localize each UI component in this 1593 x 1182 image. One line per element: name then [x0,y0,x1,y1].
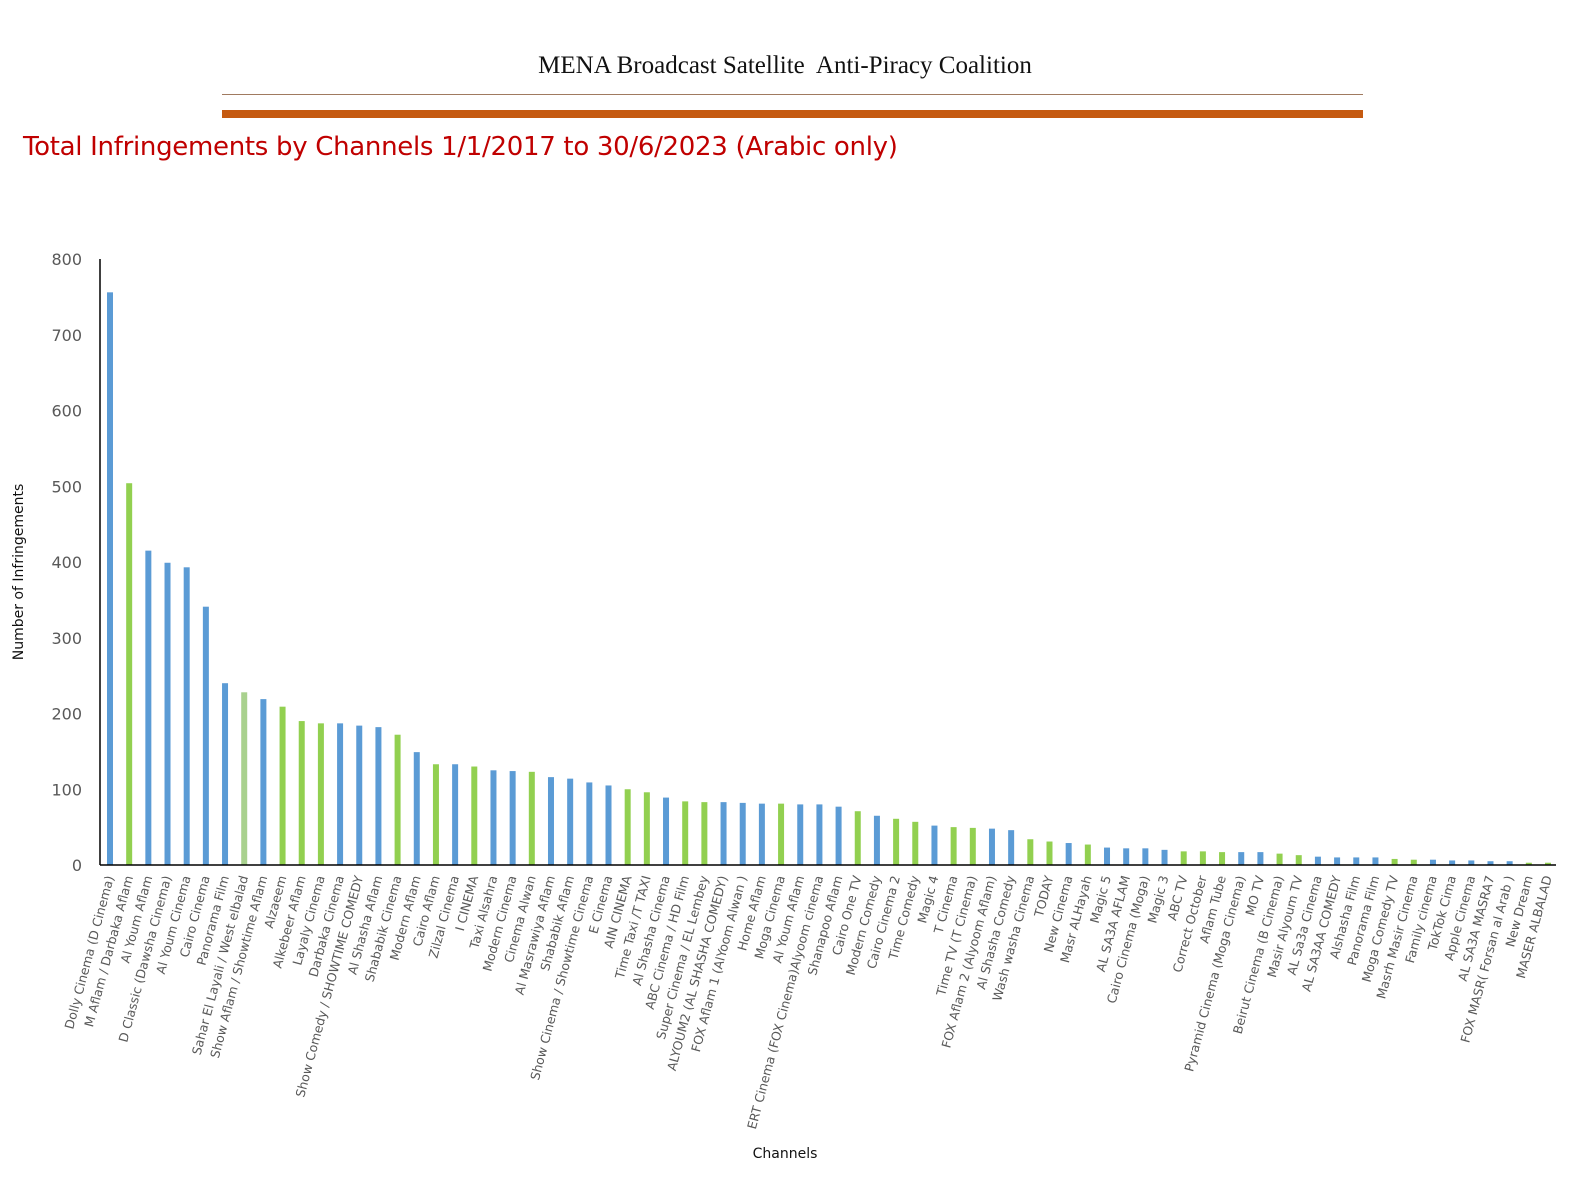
bar [1180,851,1187,865]
x-axis-title: Channels [753,1146,818,1162]
bar [586,782,593,865]
bar [816,804,823,865]
bar [758,803,765,865]
y-tick-label: 200 [51,705,82,724]
bar [279,706,286,865]
y-axis-title: Number of Infringements [11,484,27,661]
bar [1295,855,1302,865]
bar [126,483,133,865]
bar [624,789,631,865]
bar [1084,844,1091,865]
bar [778,803,785,865]
bar [241,692,248,865]
bar [164,562,171,865]
bar [567,778,574,865]
bar [1391,858,1398,865]
bar [1276,853,1283,865]
bar [854,811,861,865]
bar [260,699,267,865]
bar [1353,857,1360,865]
y-tick-label: 400 [51,553,82,572]
y-tick-label: 100 [51,780,82,799]
bar [1468,860,1475,865]
bar [1410,859,1417,865]
bar [317,723,324,865]
bar [873,815,880,865]
bar [432,764,439,865]
bar [1334,857,1341,865]
bar [452,764,459,865]
bar [1314,856,1321,865]
bar [107,292,113,866]
bar [950,827,957,865]
bar [682,801,689,865]
bar [337,723,344,865]
bar [1219,852,1226,865]
bar [835,806,842,865]
bar [643,792,650,865]
bar [912,821,919,865]
bar [797,804,804,865]
bar [893,818,900,865]
bar [701,802,708,865]
bar [1065,843,1072,865]
bar [969,827,976,865]
bar [1142,848,1149,865]
header-orange-bar [222,110,1363,118]
y-tick-label: 0 [72,856,82,875]
bar [222,683,229,865]
bar [931,825,938,865]
bar [1545,862,1551,865]
y-tick-label: 700 [51,326,82,345]
bar [183,567,190,865]
bar [1046,841,1053,865]
header-thin-rule [222,94,1363,95]
bar [298,721,305,865]
bar [356,725,363,865]
bar [471,766,478,865]
bar [1199,851,1206,865]
bar [1027,839,1034,865]
bar [547,777,554,865]
bar [739,802,746,865]
bar [375,727,382,865]
bar [1104,847,1111,865]
bar [1372,857,1379,865]
bar [1008,830,1015,865]
bar [1123,848,1130,865]
bar [490,770,497,865]
bar [509,771,516,865]
bar [605,785,612,865]
bar [1238,852,1245,865]
bar [663,797,670,865]
bar [720,802,727,865]
bar [1525,862,1532,865]
bar [528,771,535,865]
bar [1161,849,1168,865]
bar [413,752,420,865]
bar [1429,859,1436,865]
y-tick-label: 300 [51,629,82,648]
header-title: MENA Broadcast Satellite Anti-Piracy Coa… [538,52,1032,79]
bar [1506,861,1513,865]
bar [202,606,209,865]
y-tick-label: 500 [51,477,82,496]
bar [1487,861,1494,865]
y-tick-label: 800 [51,250,82,269]
bar [145,550,152,865]
bar [1449,860,1456,865]
y-tick-label: 600 [51,402,82,421]
bar [988,828,995,865]
bar [1257,852,1264,865]
chart-title: Total Infringements by Channels 1/1/2017… [23,132,898,162]
bar [394,734,401,865]
